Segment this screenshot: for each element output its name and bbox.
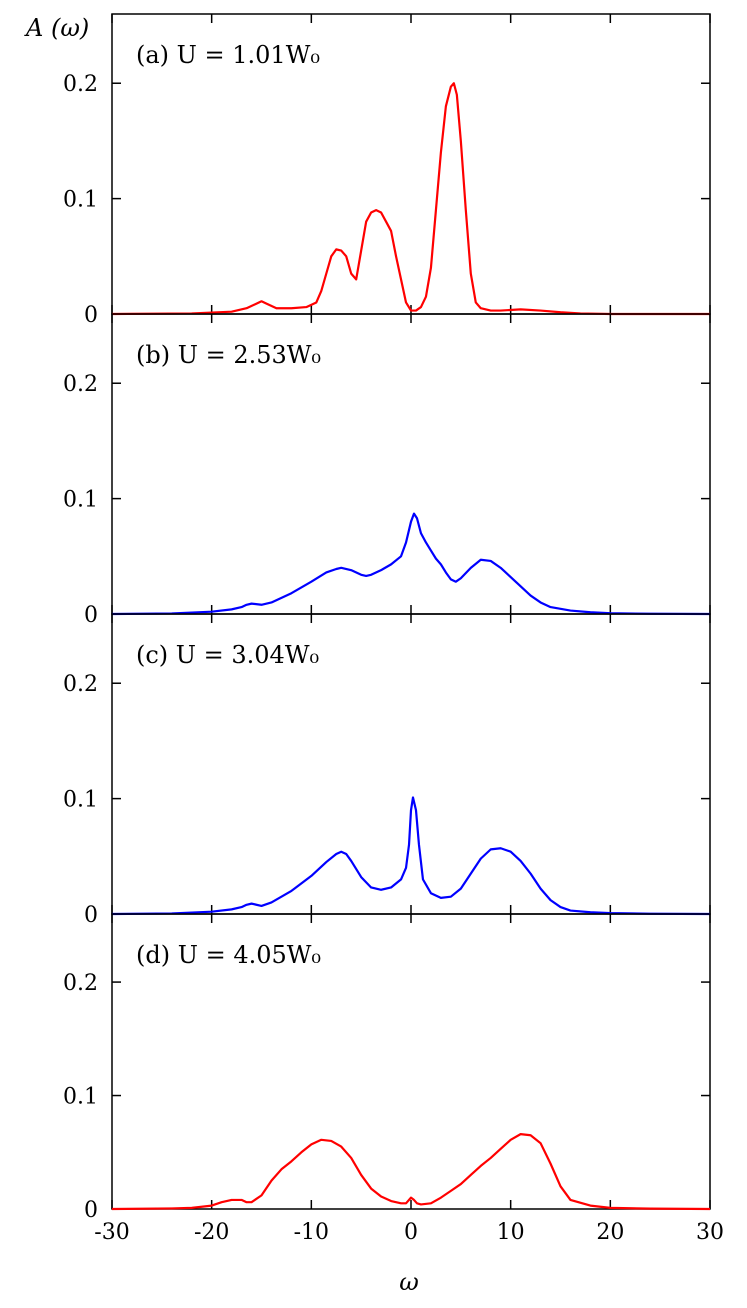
- y-tick-label: 0.1: [63, 188, 98, 213]
- x-tick-label: 30: [696, 1220, 724, 1245]
- series-line: [111, 796, 711, 916]
- panel-label: (a) U = 1.01W₀: [136, 41, 320, 69]
- y-tick-label: 0.2: [63, 672, 98, 697]
- x-tick-label: -30: [94, 1220, 129, 1245]
- y-tick-label: 0.1: [63, 1085, 98, 1110]
- panel-1: 0 0.1 0.2 (a) U = 1.01W₀: [63, 13, 711, 328]
- y-axis-label: A (ω): [24, 14, 89, 42]
- x-tick-label: 0: [404, 1220, 418, 1245]
- x-axis-label: ω: [399, 1268, 419, 1296]
- panel-label: (d) U = 4.05W₀: [136, 941, 321, 969]
- x-tick-label: -20: [194, 1220, 229, 1245]
- series-line: [111, 82, 710, 316]
- y-tick-label: 0: [84, 903, 98, 928]
- x-tick-label: 20: [596, 1220, 624, 1245]
- y-tick-label: 0: [84, 603, 98, 628]
- y-tick-label: 0: [84, 303, 98, 328]
- y-tick-label: 0.2: [63, 971, 98, 996]
- y-tick-label: 0: [84, 1198, 98, 1223]
- panel-4: 0 0.1 0.2 (d) U = 4.05W₀: [63, 913, 711, 1223]
- panel-label: (c) U = 3.04W₀: [136, 641, 319, 669]
- x-tick-label: 10: [497, 1220, 525, 1245]
- panel-label: (b) U = 2.53W₀: [136, 341, 321, 369]
- panel-2: 0 0.1 0.2 (b) U = 2.53W₀: [63, 313, 711, 628]
- panel-3: 0 0.1 0.2 (c) U = 3.04W₀: [63, 613, 711, 928]
- series-line: [111, 1133, 711, 1211]
- y-tick-label: 0.1: [63, 788, 98, 813]
- series-line: [111, 512, 711, 616]
- y-tick-label: 0.2: [63, 372, 98, 397]
- x-tick-label: -10: [294, 1220, 329, 1245]
- y-tick-label: 0.1: [63, 488, 98, 513]
- panels: 0 0.1 0.2 (a) U = 1.01W₀ 0 0.1 0.2 (b) U = 2.53…: [63, 13, 724, 1245]
- y-tick-label: 0.2: [63, 72, 98, 97]
